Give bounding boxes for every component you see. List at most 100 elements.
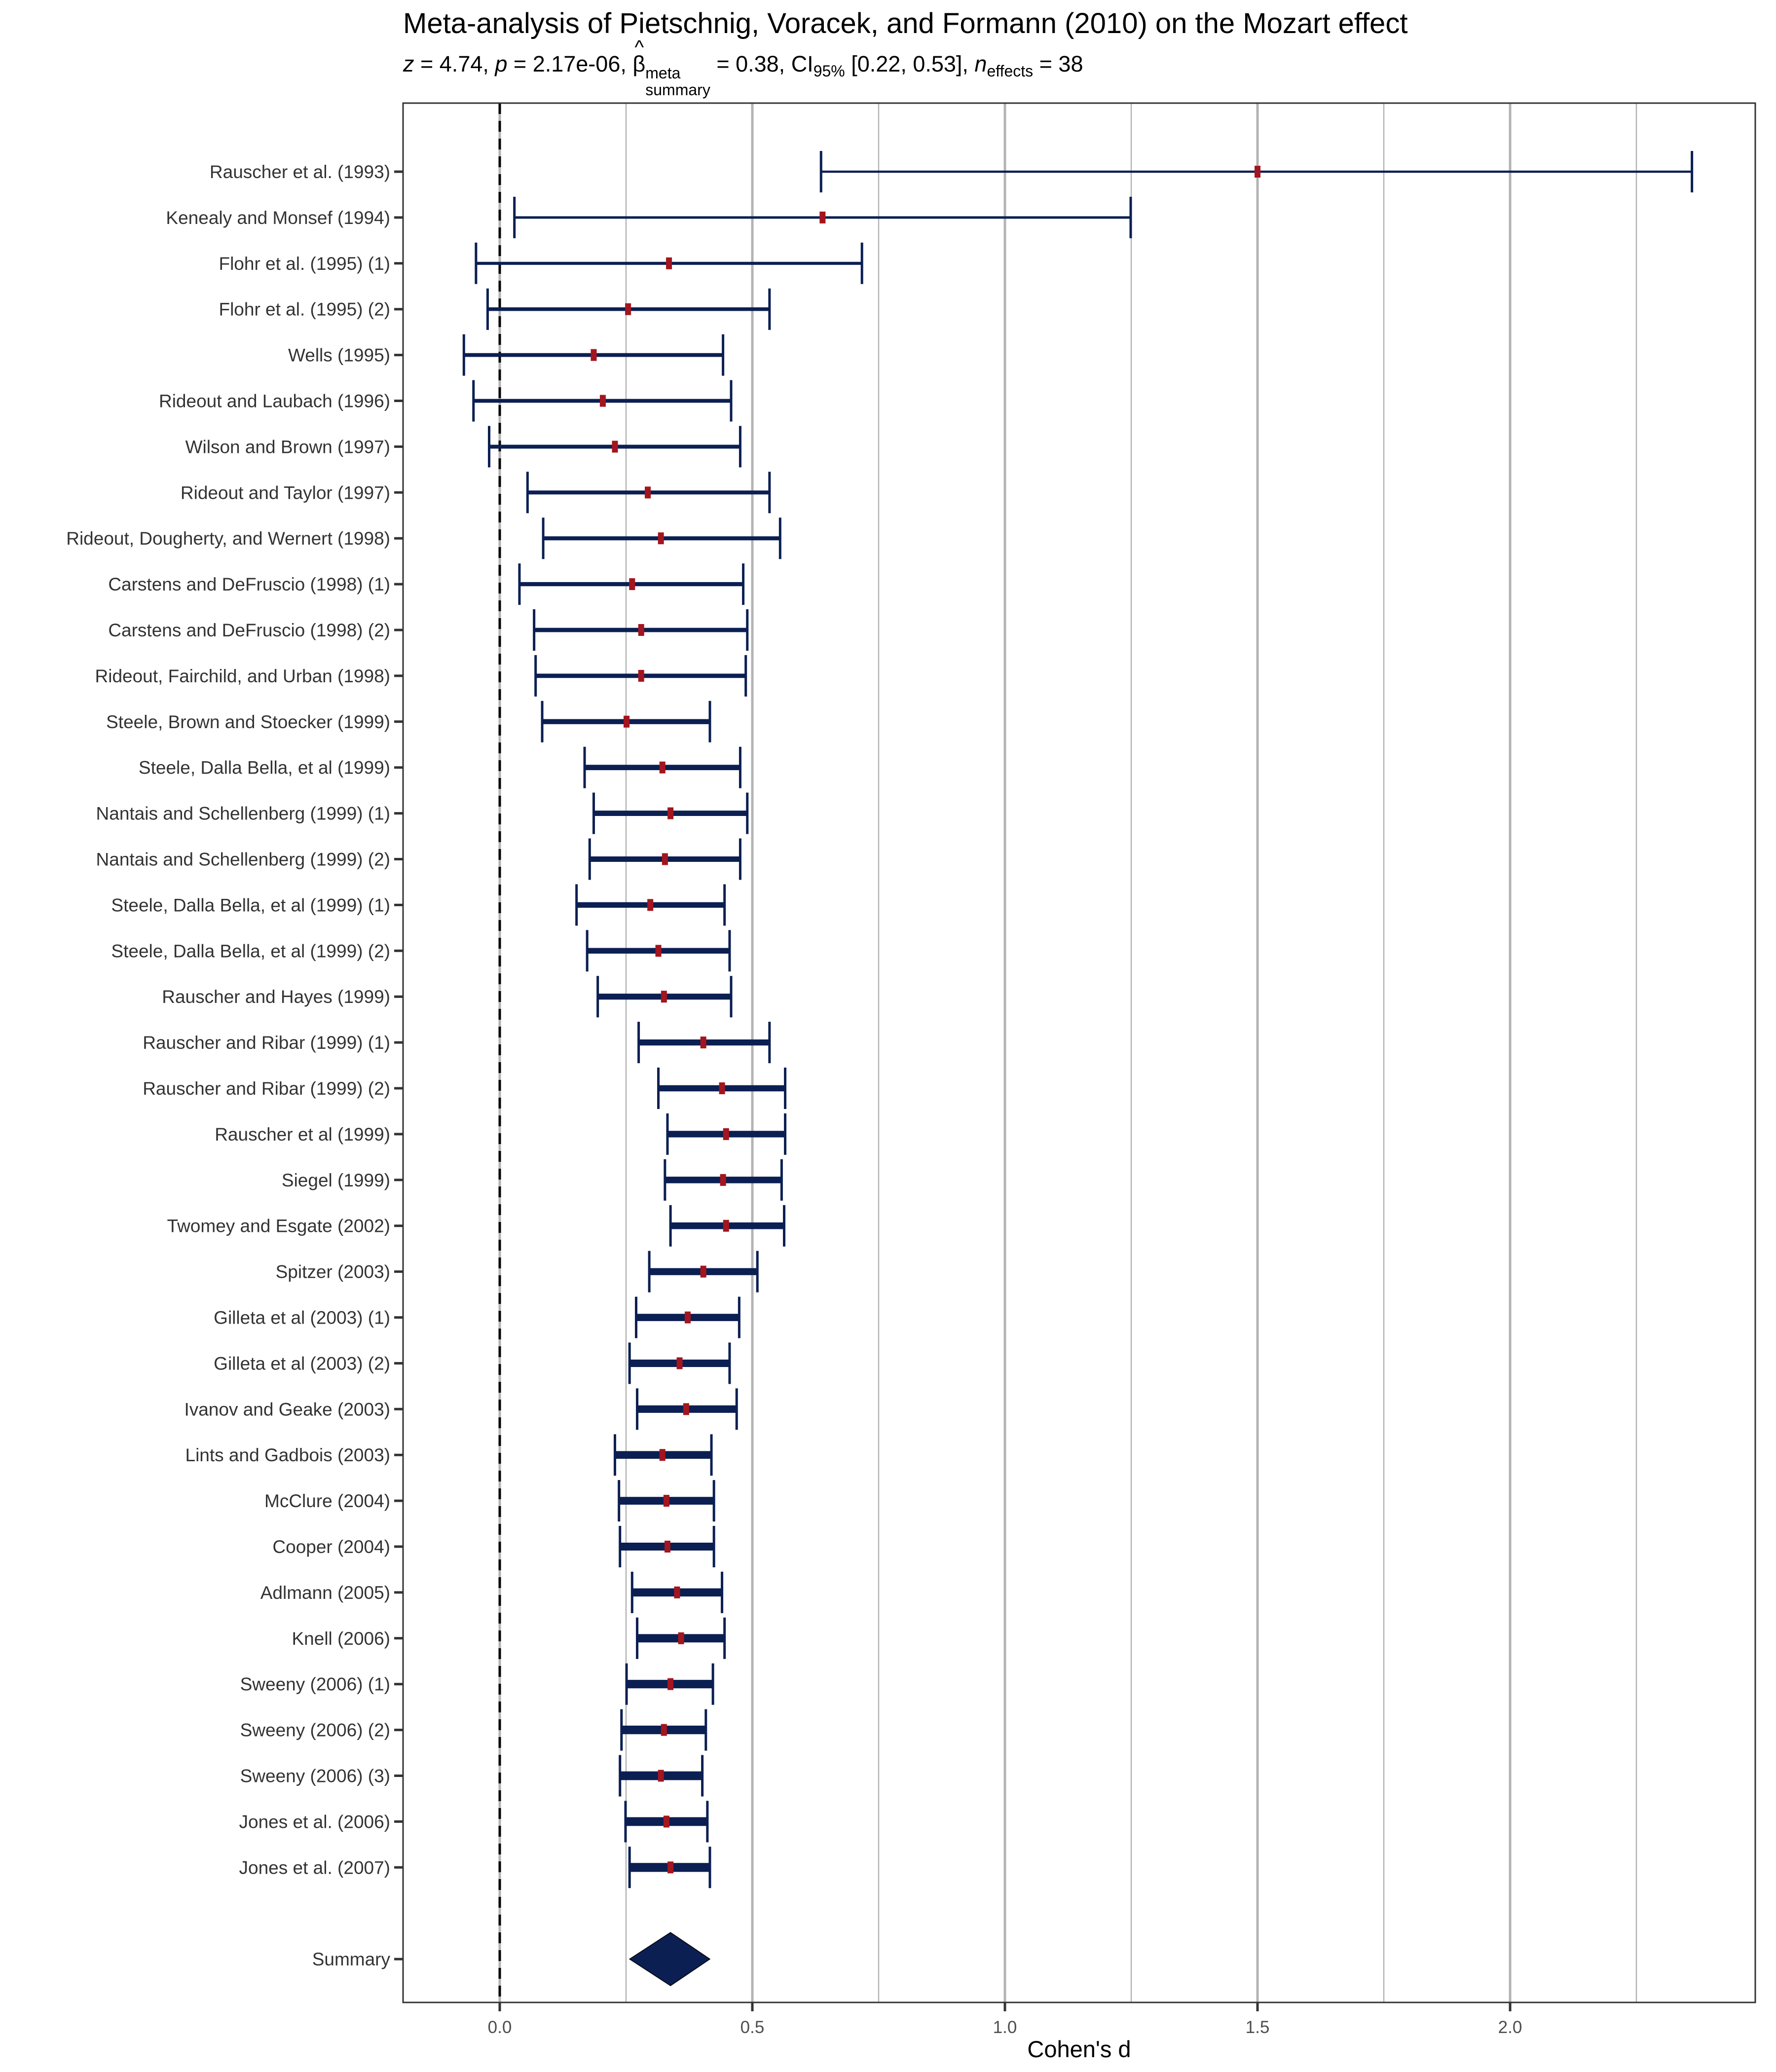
study-row: Twomey and Esgate (2002) <box>167 1205 786 1247</box>
study-label: Nantais and Schellenberg (1999) (2) <box>96 850 390 870</box>
point-estimate <box>723 1220 729 1232</box>
study-label: Steele, Dalla Bella, et al (1999) (2) <box>111 941 390 961</box>
point-estimate <box>666 257 672 269</box>
study-label: Nantais and Schellenberg (1999) (1) <box>96 804 390 824</box>
n-label: n <box>974 51 987 76</box>
study-row: Carstens and DeFruscio (1998) (1) <box>108 563 745 605</box>
point-estimate <box>624 715 630 728</box>
study-label: Twomey and Esgate (2002) <box>167 1216 390 1236</box>
point-estimate <box>625 303 631 315</box>
point-estimate <box>661 991 667 1003</box>
panel-border <box>402 102 1756 2003</box>
beta-sub: summary <box>645 80 710 99</box>
study-label: Carstens and DeFruscio (1998) (2) <box>108 620 390 640</box>
study-label: Rauscher et al. (1993) <box>210 162 390 182</box>
study-label: Flohr et al. (1995) (2) <box>219 299 390 320</box>
x-tick-label: 0.0 <box>488 2018 512 2037</box>
summary-label: Summary <box>312 1949 391 1969</box>
study-label: Steele, Brown and Stoecker (1999) <box>106 712 390 732</box>
point-estimate <box>674 1586 680 1598</box>
study-row: Steele, Brown and Stoecker (1999) <box>106 701 711 742</box>
study-row: Gilleta et al (2003) (1) <box>214 1296 740 1338</box>
x-tick-label: 1.5 <box>1246 2018 1270 2037</box>
z-label: z <box>403 51 414 76</box>
study-label: Rideout, Dougherty, and Wernert (1998) <box>66 528 390 549</box>
study-label: Rauscher and Ribar (1999) (2) <box>143 1078 390 1099</box>
point-estimate <box>683 1403 689 1415</box>
study-label: Rauscher and Ribar (1999) (1) <box>143 1033 390 1053</box>
study-label: Flohr et al. (1995) (1) <box>219 254 390 274</box>
ci-sub: 95% <box>813 62 845 80</box>
point-estimate <box>667 1678 674 1690</box>
study-row: Rideout, Dougherty, and Wernert (1998) <box>66 518 781 559</box>
study-row: Steele, Dalla Bella, et al (1999) (2) <box>111 930 731 972</box>
study-row: Rideout, Fairchild, and Urban (1998) <box>95 655 747 697</box>
study-label: Spitzer (2003) <box>276 1262 390 1282</box>
point-estimate <box>658 532 664 545</box>
ci-label: CI <box>791 51 814 76</box>
x-axis-title: Cohen's d <box>1027 2036 1131 2062</box>
study-label: Rauscher et al (1999) <box>215 1124 390 1145</box>
study-label: Rideout and Laubach (1996) <box>159 391 390 411</box>
study-row: Ivanov and Geake (2003) <box>184 1388 738 1430</box>
point-estimate <box>638 669 644 682</box>
study-row: Cooper (2004) <box>272 1526 715 1567</box>
study-row: Rauscher et al. (1993) <box>210 151 1694 192</box>
ci-value: [0.22, 0.53], <box>845 51 975 76</box>
study-row: Gilleta et al (2003) (2) <box>214 1342 731 1384</box>
beta-scripts: meta summary <box>645 65 710 98</box>
z-value: = 4.74, <box>414 51 495 76</box>
point-estimate <box>678 1632 684 1644</box>
point-estimate <box>723 1128 729 1140</box>
beta-sup: meta <box>645 64 681 82</box>
study-row: Rauscher et al (1999) <box>215 1113 787 1155</box>
study-label: Gilleta et al (2003) (2) <box>214 1353 390 1373</box>
point-estimate <box>700 1265 706 1278</box>
study-row: Carstens and DeFruscio (1998) (2) <box>108 609 749 651</box>
study-label: McClure (2004) <box>264 1491 390 1511</box>
study-row: Sweeny (2006) (3) <box>240 1755 704 1797</box>
x-tick-label: 0.5 <box>740 2018 765 2037</box>
study-label: Wells (1995) <box>288 345 390 366</box>
study-row: Rideout and Laubach (1996) <box>159 380 733 422</box>
point-estimate <box>612 441 618 453</box>
plot-panel <box>403 103 1755 2002</box>
point-estimate <box>659 761 666 774</box>
study-row: Steele, Dalla Bella, et al (1999) <box>139 746 741 788</box>
study-row: Rauscher and Ribar (1999) (1) <box>143 1022 771 1064</box>
n-value: = 38 <box>1033 51 1083 76</box>
study-label: Sweeny (2006) (2) <box>240 1720 390 1740</box>
study-row: Wilson and Brown (1997) <box>185 426 741 468</box>
study-row: Jones et al. (2006) <box>239 1801 709 1843</box>
study-row: Rauscher and Hayes (1999) <box>162 976 733 1018</box>
study-row: Knell (2006) <box>292 1617 726 1659</box>
study-label: Jones et al. (2007) <box>239 1857 390 1878</box>
point-estimate <box>659 1449 666 1461</box>
point-estimate <box>663 1495 669 1507</box>
study-label: Lints and Gadbois (2003) <box>185 1445 391 1465</box>
study-row: Flohr et al. (1995) (1) <box>219 242 863 284</box>
beta-symbol: β <box>632 37 645 77</box>
study-label: Kenealy and Monsef (1994) <box>166 208 390 228</box>
point-estimate <box>662 853 668 865</box>
study-label: Ivanov and Geake (2003) <box>184 1399 390 1419</box>
point-estimate <box>667 1861 674 1874</box>
point-estimate <box>661 1724 667 1736</box>
study-row: Adlmann (2005) <box>260 1571 724 1613</box>
study-label: Sweeny (2006) (3) <box>240 1766 390 1786</box>
study-row: Siegel (1999) <box>282 1159 783 1201</box>
summary-diamond <box>629 1932 711 1987</box>
study-row: Sweeny (2006) (1) <box>240 1663 714 1705</box>
point-estimate <box>629 578 635 591</box>
point-estimate <box>599 395 606 407</box>
study-row: Jones et al. (2007) <box>239 1847 711 1888</box>
point-estimate <box>655 945 662 957</box>
chart-title: Meta-analysis of Pietschnig, Voracek, an… <box>403 7 1408 39</box>
point-estimate <box>638 624 644 636</box>
study-row: Rauscher and Ribar (1999) (2) <box>143 1068 787 1109</box>
point-estimate <box>645 486 651 499</box>
study-row: Nantais and Schellenberg (1999) (2) <box>96 838 741 880</box>
point-estimate <box>664 1541 670 1553</box>
